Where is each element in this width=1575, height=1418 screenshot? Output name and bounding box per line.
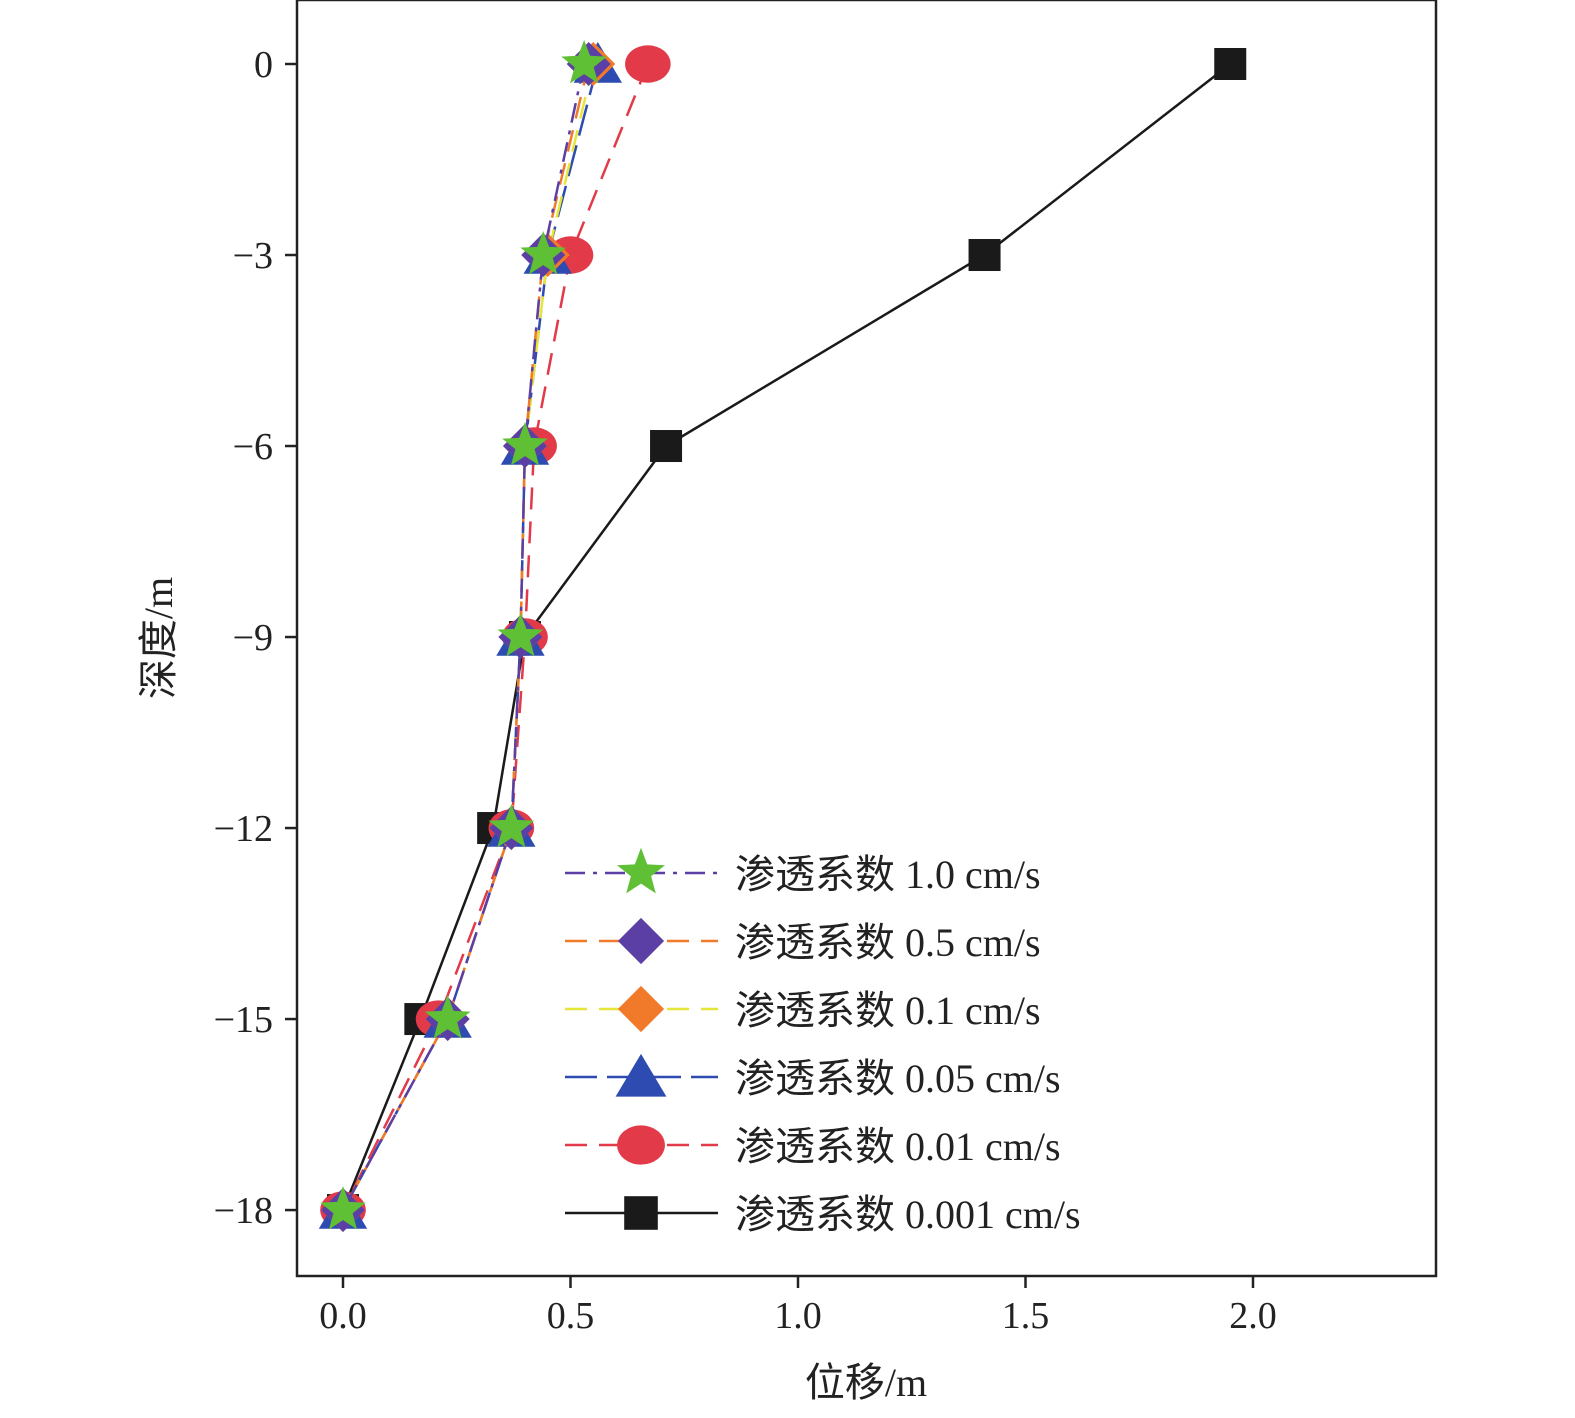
legend-label-2: 渗透系数 0.1 cm/s	[735, 988, 1041, 1033]
legend-item-0: 渗透系数 1.0 cm/s	[565, 847, 1041, 897]
data-point-0-3	[497, 613, 544, 657]
ticks-layer: 0.0 0.5 1.0 1.5 2.0 0 −3 −6 −9 −12 −15 −18	[214, 44, 1277, 1337]
data-point-0-5	[424, 995, 471, 1039]
series-5	[327, 48, 1247, 1227]
x-tick-label-2: 1.0	[774, 1295, 822, 1337]
y-tick-label-3: −9	[233, 617, 273, 659]
data-point-0-2	[502, 422, 548, 466]
series-line-4	[341, 63, 650, 1211]
legend-label-5: 渗透系数 0.001 cm/s	[735, 1192, 1081, 1237]
legend-item-2: 渗透系数 0.1 cm/s	[565, 985, 1041, 1033]
legend-item-4: 渗透系数 0.01 cm/s	[565, 1124, 1061, 1169]
data-point-0-4	[488, 804, 535, 848]
legend-item-5: 渗透系数 0.001 cm/s	[565, 1192, 1081, 1237]
series-line-0	[341, 63, 586, 1211]
series-line-5	[341, 63, 1232, 1211]
x-axis-label: 位移/m	[805, 1360, 927, 1405]
y-axis-label: 深度/m	[136, 577, 181, 699]
legend-marker-0	[617, 847, 665, 894]
series-0	[320, 40, 607, 1230]
data-point-4-0	[625, 45, 671, 83]
data-point-5-0	[1214, 48, 1247, 80]
legend-label-0: 渗透系数 1.0 cm/s	[735, 852, 1041, 897]
legend-marker-4	[617, 1125, 665, 1165]
y-tick-label-2: −6	[233, 426, 273, 468]
data-point-5-1	[968, 239, 1001, 272]
legend-item-1: 渗透系数 0.5 cm/s	[565, 917, 1041, 965]
data-point-5-2	[650, 430, 683, 463]
series-layer	[318, 40, 1247, 1233]
y-tick-label-0: 0	[254, 44, 273, 86]
legend-marker-2	[617, 985, 665, 1033]
series-1	[321, 42, 611, 1233]
data-point-0-6	[320, 1186, 366, 1230]
y-tick-label-4: −12	[214, 808, 273, 850]
legend-item-3: 渗透系数 0.05 cm/s	[565, 1053, 1061, 1101]
data-point-0-1	[520, 231, 566, 275]
legend: 渗透系数 1.0 cm/s 渗透系数 0.5 cm/s 渗透系数 0.1 cm/s 渗…	[565, 847, 1081, 1237]
legend-marker-3	[615, 1053, 667, 1097]
data-point-0-0	[561, 40, 607, 84]
legend-label-1: 渗透系数 0.5 cm/s	[735, 920, 1041, 965]
legend-label-3: 渗透系数 0.05 cm/s	[735, 1056, 1061, 1101]
series-3	[318, 42, 622, 1229]
y-tick-label-6: −18	[214, 1190, 273, 1232]
series-4	[320, 45, 671, 1229]
x-tick-label-1: 0.5	[547, 1295, 595, 1337]
series-2	[321, 42, 616, 1233]
x-tick-label-3: 1.5	[1002, 1295, 1050, 1337]
legend-label-4: 渗透系数 0.01 cm/s	[735, 1124, 1061, 1169]
x-tick-label-4: 2.0	[1229, 1295, 1277, 1337]
series-line-2	[341, 63, 595, 1211]
legend-marker-5	[624, 1196, 658, 1230]
legend-marker-1	[617, 917, 665, 965]
y-tick-label-5: −15	[214, 999, 273, 1041]
x-tick-label-0: 0.0	[319, 1295, 367, 1337]
y-tick-label-1: −3	[233, 235, 273, 277]
series-line-3	[341, 63, 600, 1211]
